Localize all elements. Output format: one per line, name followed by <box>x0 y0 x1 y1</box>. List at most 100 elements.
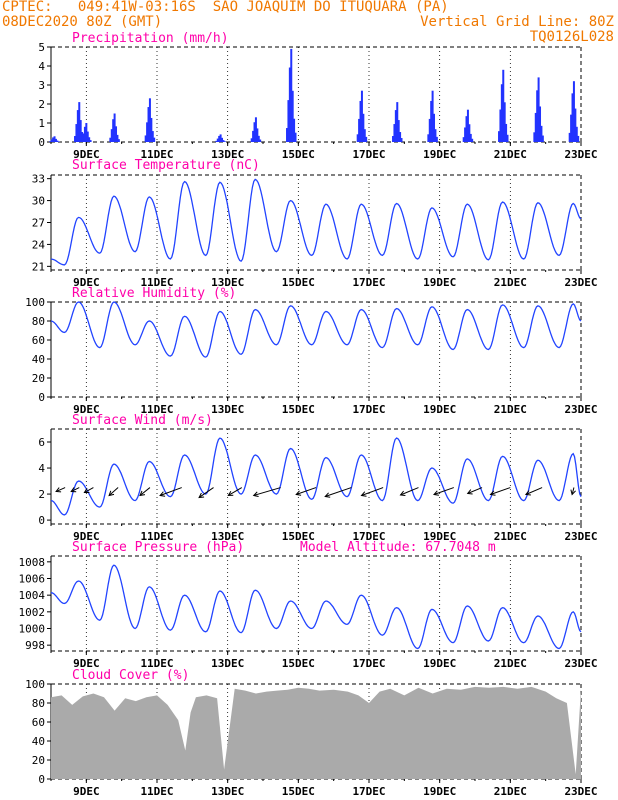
x-tick-label: 13DEC <box>211 403 244 416</box>
x-tick-label: 17DEC <box>352 530 385 543</box>
x-tick-label: 19DEC <box>423 148 456 161</box>
precip-bar <box>146 122 149 142</box>
y-tick-label: 24 <box>32 238 46 251</box>
precip-bar <box>151 131 154 142</box>
precip-bar <box>222 140 225 142</box>
precip-bar <box>110 129 113 142</box>
precip-bar <box>572 81 575 142</box>
precip-bar <box>427 134 430 142</box>
wind-vector <box>467 487 483 494</box>
precip-bar <box>539 106 542 142</box>
precip-bar <box>117 139 120 142</box>
precip-bar <box>433 113 436 142</box>
precip-bar <box>286 128 289 142</box>
precip-bar <box>462 137 465 142</box>
x-tick-label: 9DEC <box>73 530 100 543</box>
wind-vector-head <box>360 491 367 497</box>
precip-bar <box>396 102 399 142</box>
precip-bar <box>113 113 116 142</box>
wind-vector-head <box>324 492 331 498</box>
precip-bar <box>147 107 150 142</box>
precip-bar <box>506 134 509 142</box>
x-tick-label: 9DEC <box>73 403 100 416</box>
precip-bar <box>533 132 536 142</box>
precip-bar <box>216 138 219 142</box>
precip-bar <box>394 110 397 142</box>
y-tick-label: 40 <box>32 353 45 366</box>
x-tick-label: 11DEC <box>140 276 173 289</box>
panel-title: Cloud Cover (%) <box>72 668 189 683</box>
y-tick-label: 6 <box>38 436 45 449</box>
precip-bar <box>83 126 86 142</box>
y-tick-label: 0 <box>38 391 45 404</box>
panel-subtitle: Model Altitude: 67.7048 m <box>300 540 496 555</box>
x-tick-label: 19DEC <box>423 403 456 416</box>
precip-bar <box>256 128 259 142</box>
wind-vector <box>361 487 384 496</box>
precip-bar <box>49 141 52 142</box>
wind-vector <box>139 487 151 496</box>
precip-bar <box>81 139 84 142</box>
wind-vector-head <box>570 489 576 496</box>
x-tick-label: 21DEC <box>494 403 527 416</box>
precip-bar <box>52 137 55 142</box>
series-line <box>50 178 582 266</box>
x-tick-label: 13DEC <box>211 785 244 798</box>
precip-bar <box>293 118 296 142</box>
x-tick-label: 17DEC <box>352 403 385 416</box>
precip-bar <box>53 136 56 142</box>
precip-bar <box>537 77 540 142</box>
x-tick-label: 19DEC <box>423 276 456 289</box>
precip-bar <box>430 100 433 142</box>
y-tick-label: 2 <box>38 488 45 501</box>
x-tick-label: 21DEC <box>494 276 527 289</box>
forecast-header-date: 08DEC2020 80Z (GMT) <box>2 14 163 30</box>
precip-bar <box>50 139 53 142</box>
precip-bar <box>362 113 365 142</box>
forecast-header-model-code: TQ0126L028 <box>529 29 614 45</box>
x-tick-label: 11DEC <box>140 403 173 416</box>
series-line <box>50 437 582 516</box>
panel-title: Surface Temperature (nC) <box>72 158 260 173</box>
wind-vector-head <box>227 490 234 497</box>
x-tick-label: 15DEC <box>282 657 315 670</box>
precip-bar <box>291 90 294 142</box>
precip-bar <box>571 93 574 142</box>
precip-bar <box>109 137 112 142</box>
y-tick-label: 0 <box>38 136 45 149</box>
x-tick-label: 11DEC <box>140 785 173 798</box>
series-line <box>50 564 582 650</box>
x-tick-label: 21DEC <box>494 530 527 543</box>
precip-bar <box>89 140 92 142</box>
x-tick-label: 23DEC <box>564 530 597 543</box>
wind-vector <box>198 487 214 498</box>
wind-vector-head <box>399 490 406 496</box>
precip-bar <box>570 114 573 142</box>
x-tick-label: 21DEC <box>494 148 527 161</box>
x-tick-label: 15DEC <box>282 530 315 543</box>
precip-bar <box>434 129 437 142</box>
wind-vector <box>571 487 575 495</box>
precip-bar <box>81 132 84 142</box>
x-tick-label: 15DEC <box>282 276 315 289</box>
wind-vector-head <box>70 487 77 493</box>
x-tick-label: 17DEC <box>352 148 385 161</box>
wind-vector <box>525 487 543 495</box>
wind-vector <box>70 487 80 492</box>
y-tick-label: 1006 <box>19 573 46 586</box>
x-tick-label: 23DEC <box>564 148 597 161</box>
x-tick-label: 15DEC <box>282 785 315 798</box>
precip-bar <box>85 123 88 142</box>
x-tick-label: 9DEC <box>73 785 100 798</box>
wind-vector <box>228 487 243 496</box>
precip-bar <box>250 138 253 142</box>
x-tick-label: 13DEC <box>211 148 244 161</box>
precip-bar <box>356 134 359 142</box>
y-tick-label: 1002 <box>19 606 46 619</box>
wind-vector <box>296 487 317 495</box>
precip-bar <box>221 137 224 142</box>
precip-bar <box>144 135 147 142</box>
x-tick-label: 23DEC <box>564 657 597 670</box>
precip-bar <box>253 122 256 142</box>
panel-3: Surface Wind (m/s) 0 2 4 6 9DEC 11DEC 13DEC 15DE… <box>38 413 597 543</box>
